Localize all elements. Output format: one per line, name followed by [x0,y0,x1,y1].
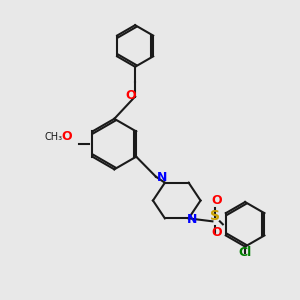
Text: N: N [157,171,167,184]
Text: S: S [210,209,220,223]
Text: CH₃: CH₃ [44,132,62,142]
Text: O: O [61,130,72,142]
Text: N: N [186,213,197,226]
Text: methoxy: methoxy [51,137,88,146]
Text: Cl: Cl [238,245,252,259]
Text: O: O [125,89,136,103]
Text: O: O [212,194,222,206]
Text: O: O [212,226,222,239]
